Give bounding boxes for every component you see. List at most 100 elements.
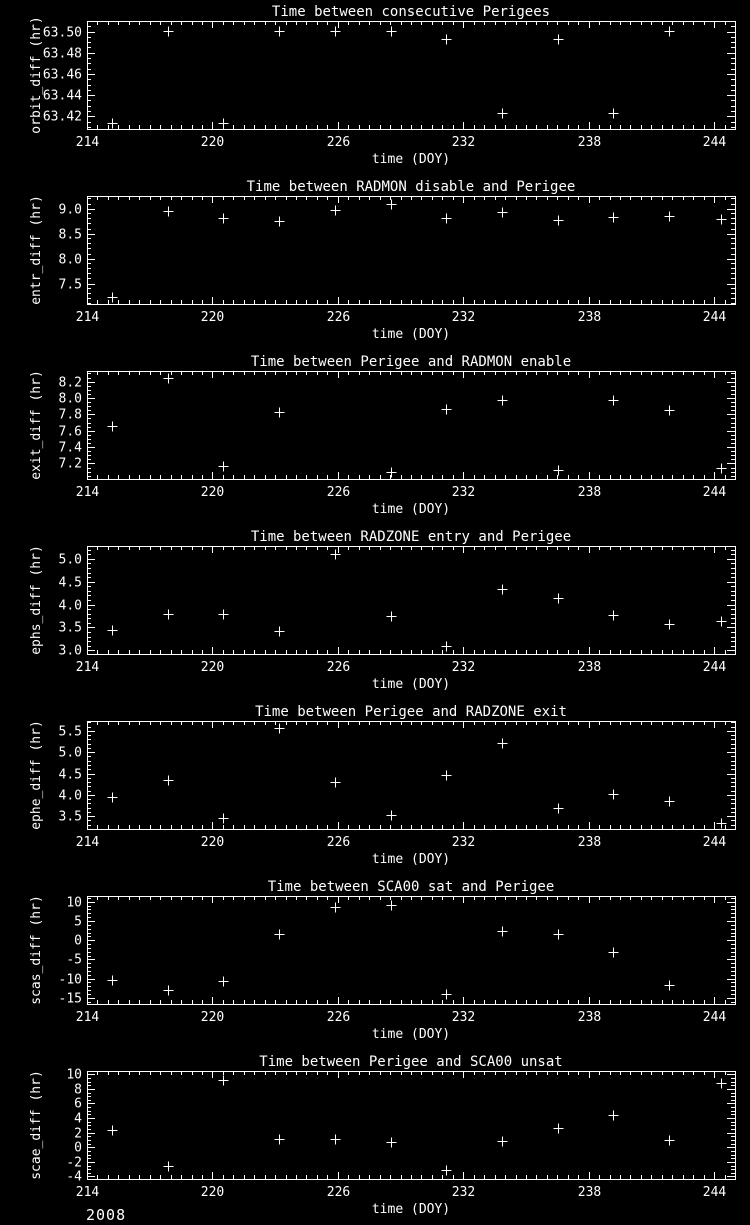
axis-box	[87, 371, 736, 480]
y-tick-label: 63.50	[43, 26, 82, 41]
x-tick-label: 244	[703, 835, 727, 850]
data-point-marker	[274, 1134, 285, 1145]
data-point-marker	[163, 206, 174, 217]
data-point-marker	[441, 641, 452, 652]
data-point-marker	[608, 395, 619, 406]
x-axis-label: time (DOY)	[372, 852, 450, 867]
x-axis-label: time (DOY)	[372, 502, 450, 517]
y-tick-label: 7.5	[59, 278, 82, 293]
data-point-marker	[330, 777, 341, 788]
x-tick-label: 220	[201, 310, 224, 325]
x-axis-label: time (DOY)	[372, 1027, 450, 1042]
x-tick-label: 220	[201, 1185, 224, 1200]
y-tick-label: 9.0	[59, 203, 82, 218]
data-point-marker	[553, 1123, 564, 1134]
data-point-marker	[441, 770, 452, 781]
x-tick-label: 238	[578, 485, 601, 500]
plot-title: Time between consecutive Perigees	[272, 4, 550, 20]
data-point-marker	[218, 813, 229, 824]
y-axis-label: ephe_diff (hr)	[29, 720, 44, 830]
data-point-marker	[441, 34, 452, 45]
data-point-marker	[441, 213, 452, 224]
plot-title: Time between Perigee and SCA00 unsat	[259, 1054, 562, 1070]
data-point-marker	[330, 549, 341, 560]
data-point-marker	[664, 796, 675, 807]
x-tick-label: 226	[327, 1010, 350, 1025]
y-tick-label: 10	[66, 896, 82, 911]
y-tick-label: 7.8	[59, 408, 82, 423]
plot-panel-5: 214 220 226 232 238 244 3.5 4.0 4.5 5.0 5.5 Time be…	[29, 704, 736, 867]
data-point-marker	[441, 1165, 452, 1176]
y-tick-label: 4	[74, 1112, 82, 1127]
plot-title: Time between RADZONE entry and Perigee	[251, 529, 571, 545]
data-point-marker	[163, 26, 174, 37]
data-point-marker	[497, 926, 508, 937]
axis-box	[87, 21, 736, 130]
data-point-marker	[664, 1135, 675, 1146]
data-point-marker	[608, 212, 619, 223]
data-point-marker	[716, 818, 727, 829]
data-point-marker	[274, 407, 285, 418]
data-point-marker	[608, 108, 619, 119]
y-axis-label: exit_diff (hr)	[29, 370, 44, 480]
y-tick-label: 5.5	[59, 725, 82, 740]
plot-title: Time between RADMON disable and Perigee	[247, 179, 576, 195]
data-point-marker	[441, 404, 452, 415]
plot-title: Time between Perigee and RADMON enable	[251, 354, 571, 370]
data-point-marker	[608, 610, 619, 621]
x-axis-label: time (DOY)	[372, 1202, 450, 1217]
x-axis-label: time (DOY)	[372, 327, 450, 342]
data-point-marker	[497, 395, 508, 406]
x-tick-label: 244	[703, 135, 727, 150]
y-tick-label: 3.0	[59, 644, 82, 659]
data-point-marker	[218, 976, 229, 987]
data-point-marker	[218, 213, 229, 224]
data-point-marker	[553, 593, 564, 604]
x-tick-label: 220	[201, 485, 224, 500]
x-tick-label: 244	[703, 310, 727, 325]
data-point-marker	[441, 989, 452, 1000]
plot-panel-1: 214 220 226 232 238 244 63.42 63.44 63.46 63.48 63…	[29, 4, 736, 167]
data-point-marker	[386, 199, 397, 210]
plot-title: Time between SCA00 sat and Perigee	[268, 879, 555, 895]
plot-panel-6: 214 220 226 232 238 244 -15 -10 -5 0 5 10 Time betwe…	[29, 879, 736, 1042]
data-point-marker	[107, 625, 118, 636]
y-tick-label: -10	[59, 973, 82, 988]
data-point-marker	[107, 292, 118, 303]
data-point-marker	[608, 789, 619, 800]
data-point-marker	[553, 215, 564, 226]
x-tick-label: 220	[201, 835, 224, 850]
x-tick-label: 238	[578, 310, 601, 325]
year-label: 2008	[86, 1206, 127, 1224]
data-point-marker	[330, 26, 341, 37]
data-point-marker	[386, 900, 397, 911]
y-tick-label: 7.6	[59, 425, 82, 440]
y-tick-label: 5.0	[59, 553, 82, 568]
y-tick-label: 63.48	[43, 47, 82, 62]
y-tick-label: 63.42	[43, 110, 82, 125]
axis-box	[87, 196, 736, 305]
y-tick-label: 4.5	[59, 768, 82, 783]
data-point-marker	[664, 980, 675, 991]
data-point-marker	[553, 929, 564, 940]
data-point-marker	[163, 609, 174, 620]
data-point-marker	[163, 775, 174, 786]
data-point-marker	[553, 34, 564, 45]
y-axis-label: orbit_diff (hr)	[29, 16, 44, 133]
data-point-marker	[218, 1075, 229, 1086]
axis-box	[87, 546, 736, 655]
data-point-marker	[274, 216, 285, 227]
y-tick-label: 8.2	[59, 376, 82, 391]
x-tick-label: 214	[76, 660, 100, 675]
x-tick-label: 226	[327, 835, 350, 850]
y-tick-label: 8.0	[59, 253, 82, 268]
y-tick-label: 7.4	[59, 441, 83, 456]
x-tick-label: 244	[703, 485, 727, 500]
data-point-marker	[664, 405, 675, 416]
data-point-marker	[330, 1134, 341, 1145]
axis-box	[87, 721, 736, 830]
y-tick-label: 8.5	[59, 228, 82, 243]
data-point-marker	[497, 207, 508, 218]
x-tick-label: 214	[76, 1185, 100, 1200]
